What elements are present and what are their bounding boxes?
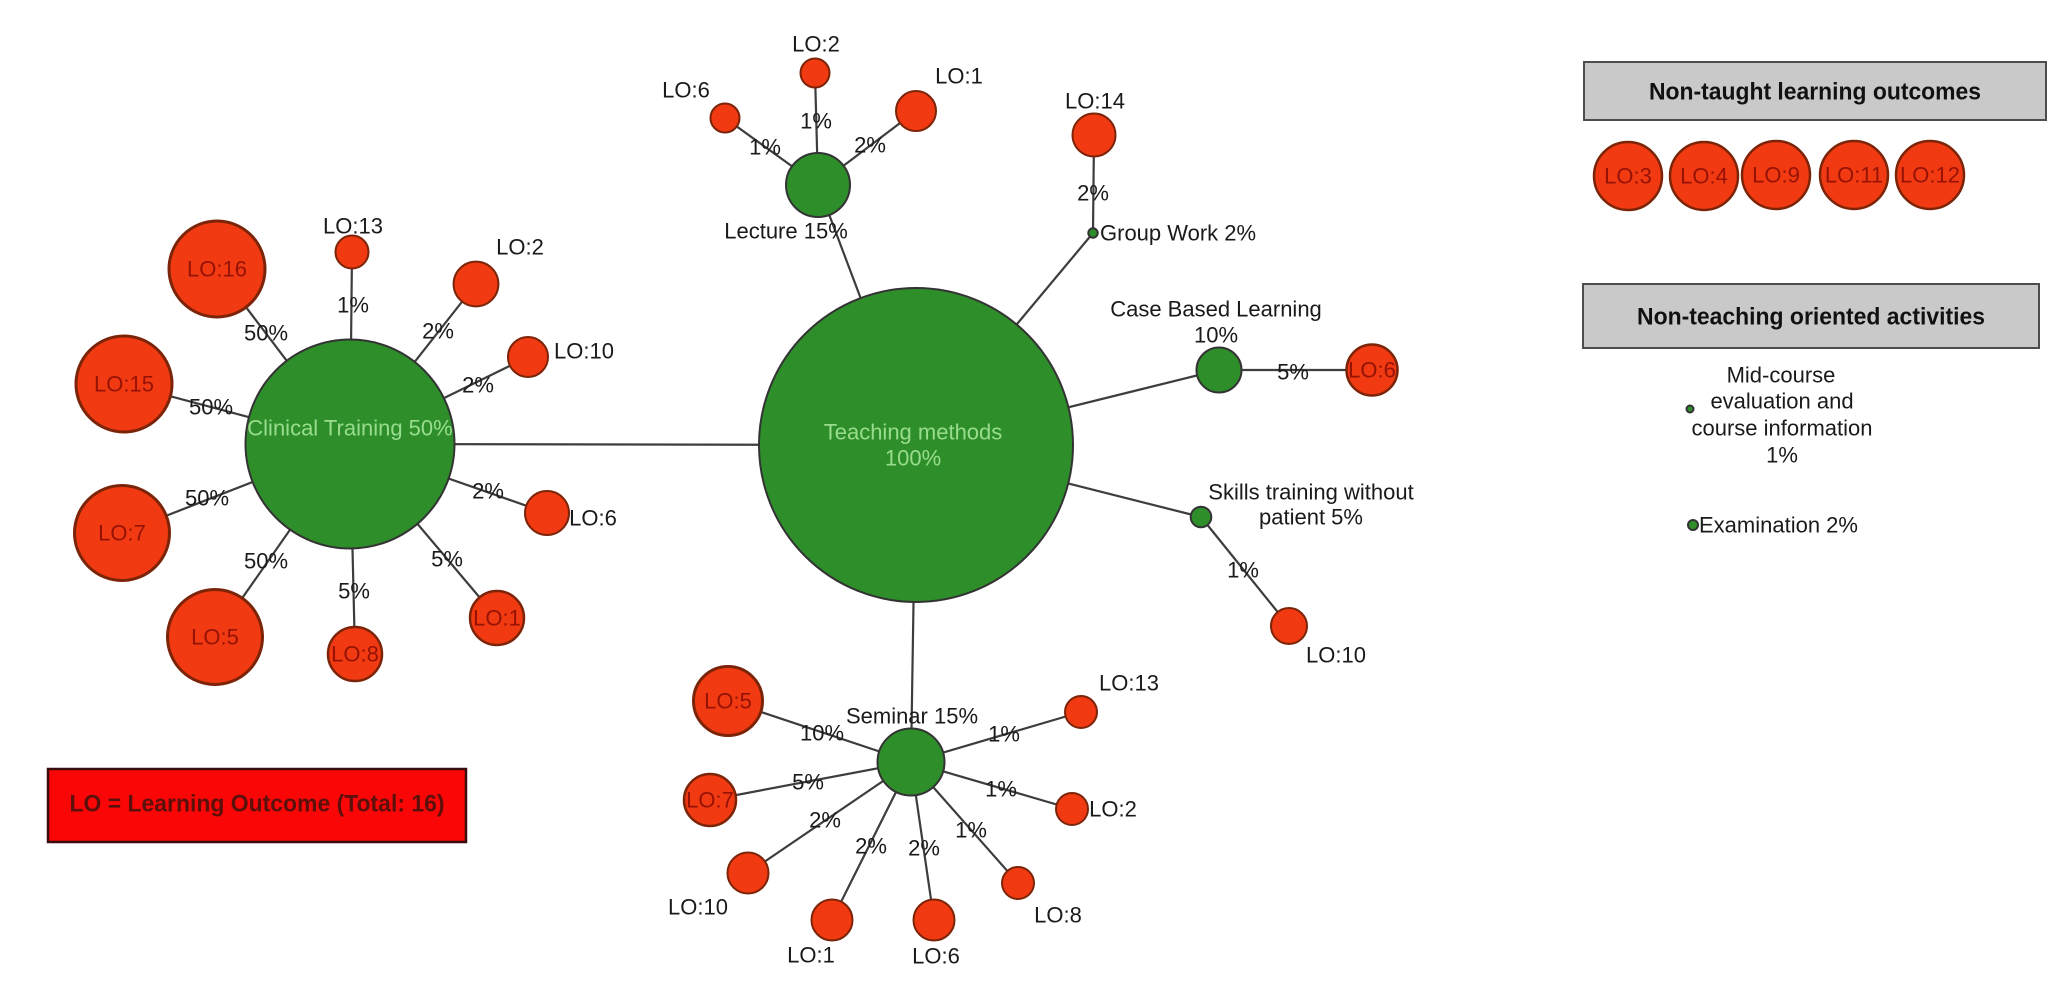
svg-text:Lecture 15%: Lecture 15%: [724, 219, 848, 244]
svg-text:2%: 2%: [855, 834, 887, 859]
svg-text:Non-teaching oriented activiti: Non-teaching oriented activities: [1637, 304, 1985, 331]
svg-text:50%: 50%: [185, 486, 229, 511]
svg-text:LO:14: LO:14: [1065, 89, 1125, 114]
svg-text:patient 5%: patient 5%: [1259, 505, 1363, 530]
svg-text:LO:2: LO:2: [1089, 797, 1137, 822]
svg-text:10%: 10%: [1194, 323, 1238, 348]
svg-text:5%: 5%: [431, 547, 463, 572]
svg-text:1%: 1%: [800, 109, 832, 134]
svg-text:LO:8: LO:8: [331, 642, 379, 667]
svg-text:5%: 5%: [1277, 360, 1309, 385]
svg-text:LO:6: LO:6: [569, 506, 617, 531]
svg-text:1%: 1%: [1766, 443, 1798, 468]
svg-text:LO:12: LO:12: [1900, 163, 1960, 188]
svg-text:2%: 2%: [422, 319, 454, 344]
svg-text:2%: 2%: [809, 808, 841, 833]
svg-text:LO = Learning Outcome (Total:: LO = Learning Outcome (Total: 16): [70, 791, 445, 818]
svg-text:LO:1: LO:1: [473, 606, 521, 631]
svg-text:Examination 2%: Examination 2%: [1699, 513, 1858, 538]
svg-text:LO:6: LO:6: [662, 78, 710, 103]
svg-text:50%: 50%: [244, 321, 288, 346]
svg-text:Skills training without: Skills training without: [1208, 480, 1413, 505]
svg-text:LO:2: LO:2: [792, 32, 840, 57]
svg-text:1%: 1%: [985, 777, 1017, 802]
svg-text:LO:7: LO:7: [686, 788, 734, 813]
svg-text:2%: 2%: [472, 479, 504, 504]
svg-text:Seminar 15%: Seminar 15%: [846, 704, 978, 729]
svg-text:LO:1: LO:1: [935, 64, 983, 89]
svg-text:LO:13: LO:13: [1099, 671, 1159, 696]
svg-text:1%: 1%: [749, 135, 781, 160]
svg-text:LO:5: LO:5: [191, 625, 239, 650]
svg-text:Case Based Learning: Case Based Learning: [1110, 297, 1322, 322]
svg-text:1%: 1%: [1227, 558, 1259, 583]
svg-text:Clinical Training 50%: Clinical Training 50%: [247, 416, 452, 441]
svg-text:evaluation and: evaluation and: [1710, 389, 1853, 414]
svg-text:LO:15: LO:15: [94, 372, 154, 397]
svg-text:LO:8: LO:8: [1034, 903, 1082, 928]
svg-text:5%: 5%: [792, 770, 824, 795]
svg-text:2%: 2%: [854, 133, 886, 158]
svg-text:1%: 1%: [955, 818, 987, 843]
svg-text:Mid-course: Mid-course: [1727, 363, 1836, 388]
svg-text:LO:13: LO:13: [323, 214, 383, 239]
svg-text:course information: course information: [1692, 416, 1873, 441]
svg-text:LO:11: LO:11: [1825, 163, 1883, 188]
svg-text:LO:10: LO:10: [668, 895, 728, 920]
svg-text:100%: 100%: [885, 446, 941, 471]
svg-text:Non-taught learning outcomes: Non-taught learning outcomes: [1649, 79, 1981, 106]
svg-text:2%: 2%: [462, 373, 494, 398]
svg-text:LO:5: LO:5: [704, 689, 752, 714]
svg-text:LO:3: LO:3: [1604, 164, 1652, 189]
svg-text:LO:6: LO:6: [1348, 358, 1396, 383]
svg-text:LO:10: LO:10: [1306, 643, 1366, 668]
svg-text:Group Work 2%: Group Work 2%: [1100, 221, 1256, 246]
svg-text:1%: 1%: [337, 293, 369, 318]
svg-text:LO:10: LO:10: [554, 339, 614, 364]
svg-text:50%: 50%: [244, 549, 288, 574]
svg-text:5%: 5%: [338, 579, 370, 604]
svg-text:LO:7: LO:7: [98, 521, 146, 546]
svg-text:2%: 2%: [908, 836, 940, 861]
svg-text:10%: 10%: [800, 721, 844, 746]
svg-text:LO:9: LO:9: [1752, 163, 1800, 188]
svg-text:1%: 1%: [988, 722, 1020, 747]
svg-text:LO:6: LO:6: [912, 944, 960, 969]
svg-text:50%: 50%: [189, 395, 233, 420]
svg-text:Teaching methods: Teaching methods: [824, 420, 1003, 445]
svg-text:LO:2: LO:2: [496, 235, 544, 260]
svg-text:LO:4: LO:4: [1680, 164, 1728, 189]
svg-text:LO:16: LO:16: [187, 257, 247, 282]
svg-text:2%: 2%: [1077, 181, 1109, 206]
svg-text:LO:1: LO:1: [787, 943, 835, 968]
